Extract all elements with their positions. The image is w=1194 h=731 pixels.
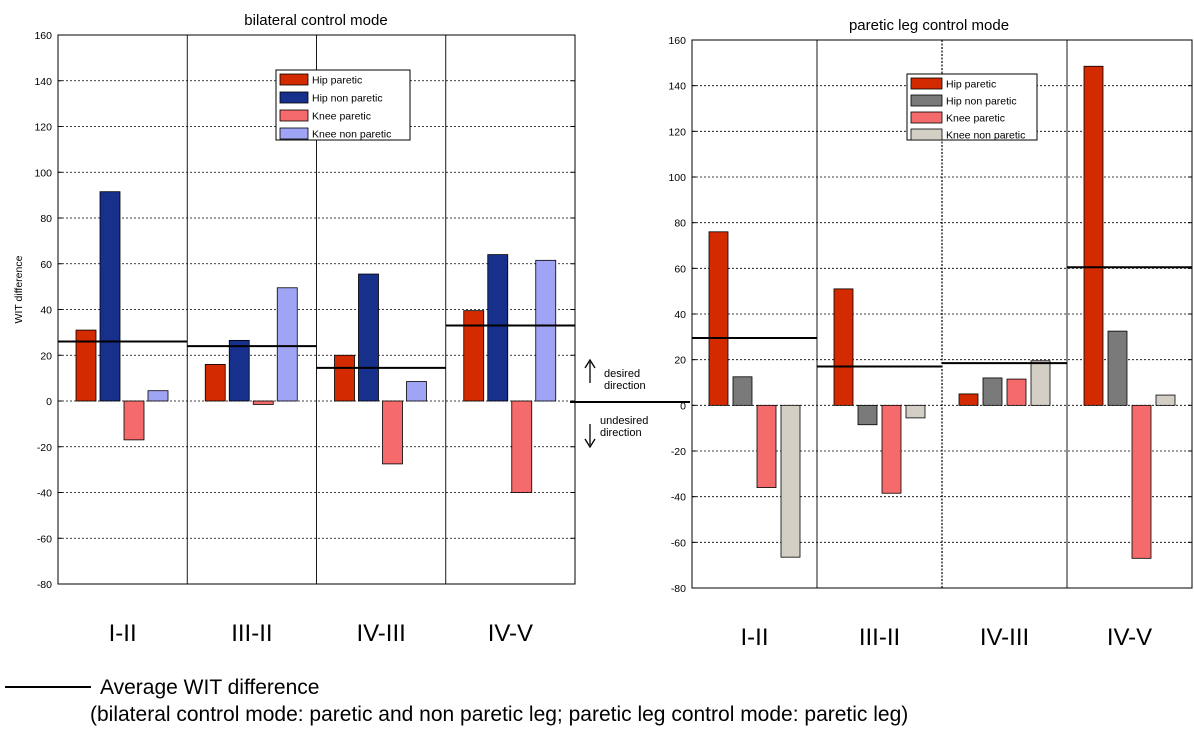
- chart1-bar-hip-paretic: [334, 354, 355, 402]
- chart2-bar-knee-paretic: [1131, 404, 1152, 559]
- chart2-category-label: I-II: [741, 624, 769, 651]
- chart2-y-tick-label: -60: [671, 537, 686, 549]
- chart2-bar-knee-paretic: [881, 404, 902, 494]
- chart2-legend-label: Hip non paretic: [946, 96, 1017, 108]
- chart1-y-tick-label: 0: [46, 396, 52, 408]
- chart2-y-tick-label: 100: [668, 172, 686, 184]
- caption-average-label: Average WIT difference: [100, 676, 320, 699]
- chart2-bar-knee-non-paretic: [1155, 394, 1176, 406]
- chart1-bar-knee-paretic: [123, 400, 145, 441]
- chart2-bar-knee-non-paretic: [1030, 360, 1051, 406]
- chart2-bar-hip-non-paretic: [982, 377, 1003, 406]
- undesired-direction-label: direction: [600, 427, 642, 439]
- undesired-direction-label: undesired: [600, 415, 648, 427]
- chart2-title: paretic leg control mode: [849, 17, 1009, 34]
- chart2-legend-label: Hip paretic: [946, 79, 996, 91]
- chart2-legend-swatch: [910, 94, 943, 107]
- chart1-legend-label: Hip non paretic: [312, 93, 383, 105]
- chart1-legend-label: Hip paretic: [312, 75, 362, 87]
- chart2-y-tick-label: 160: [668, 35, 686, 47]
- chart2-legend-label: Knee non paretic: [946, 130, 1025, 142]
- chart1-bar-hip-paretic: [204, 363, 226, 402]
- desired-direction-label: direction: [604, 380, 646, 392]
- chart1-category-label: III-II: [231, 620, 272, 647]
- chart1-bar-hip-non-paretic: [99, 191, 121, 402]
- chart1-category-label: IV-V: [488, 620, 533, 647]
- chart2-bar-knee-paretic: [1006, 378, 1027, 406]
- chart1-y-tick-label: 120: [34, 122, 52, 134]
- chart1-axes-frame: [57, 34, 576, 585]
- chart1-category-label: I-II: [109, 620, 137, 647]
- chart2-y-tick-label: -40: [671, 492, 686, 504]
- chart2-bar-hip-non-paretic: [1107, 330, 1128, 406]
- chart2-y-tick-label: -80: [671, 583, 686, 595]
- chart2-y-tick-label: -20: [671, 446, 686, 458]
- chart1-bar-knee-non-paretic: [147, 390, 169, 402]
- chart2-y-tick-label: 80: [674, 218, 686, 230]
- desired-direction-label: desired: [604, 368, 640, 380]
- chart1-bar-hip-non-paretic: [358, 273, 379, 402]
- chart2-y-tick-label: 20: [674, 355, 686, 367]
- chart2-bar-hip-paretic: [1083, 65, 1104, 406]
- chart2-legend-swatch: [910, 111, 943, 124]
- chart1-y-tick-label: 100: [34, 167, 52, 179]
- chart2-category-label: IV-V: [1107, 624, 1152, 651]
- chart1-bar-knee-non-paretic: [276, 287, 298, 402]
- chart1-y-tick-label: -60: [37, 533, 52, 545]
- chart1-category-label: IV-III: [356, 620, 405, 647]
- chart1-legend-label: Knee non paretic: [312, 129, 391, 141]
- chart2-bar-hip-paretic: [958, 393, 979, 406]
- chart1-y-tick-label: 40: [40, 305, 52, 317]
- chart1-y-tick-label: 20: [40, 350, 52, 362]
- chart2-y-tick-label: 0: [680, 400, 686, 412]
- average-line-legend-swatch: [5, 686, 91, 688]
- chart1-y-tick-label: -40: [37, 488, 52, 500]
- chart1-y-tick-label: -80: [37, 579, 52, 591]
- chart1-title: bilateral control mode: [244, 12, 387, 29]
- chart1-legend-swatch: [279, 127, 309, 140]
- chart1-y-axis-label: WIT difference: [13, 255, 25, 323]
- chart1-legend-label: Knee paretic: [312, 111, 371, 123]
- desired-arrowhead: [584, 358, 596, 369]
- chart2-bar-knee-non-paretic: [780, 404, 801, 558]
- chart2-y-tick-label: 120: [668, 126, 686, 138]
- chart2-y-tick-label: 60: [674, 263, 686, 275]
- chart2-y-tick-label: 40: [674, 309, 686, 321]
- undesired-arrowhead: [584, 438, 596, 449]
- chart1-legend-swatch: [279, 73, 309, 86]
- chart2-legend-swatch: [910, 128, 943, 141]
- chart1-legend-swatch: [279, 91, 309, 104]
- chart2-bar-hip-paretic: [833, 288, 854, 406]
- chart2-axes-frame: [691, 39, 1193, 589]
- chart1-bar-knee-non-paretic: [535, 259, 557, 402]
- chart1-y-tick-label: -20: [37, 442, 52, 454]
- chart2-legend-swatch: [910, 77, 943, 90]
- caption-explanation: (bilateral control mode: paretic and non…: [90, 703, 909, 726]
- chart1-bar-knee-paretic: [252, 400, 274, 405]
- chart2-legend-label: Knee paretic: [946, 113, 1005, 125]
- chart1-y-tick-label: 80: [40, 213, 52, 225]
- chart2-y-tick-label: 140: [668, 81, 686, 93]
- chart2-bar-hip-non-paretic: [732, 376, 753, 406]
- chart1-y-tick-label: 60: [40, 259, 52, 271]
- chart1-y-tick-label: 140: [34, 76, 52, 88]
- chart1-bar-knee-paretic: [382, 400, 403, 465]
- chart2-category-label: III-II: [859, 624, 900, 651]
- chart2-category-label: IV-III: [980, 624, 1029, 651]
- chart2-bar-hip-paretic: [708, 231, 729, 406]
- chart1-y-tick-label: 160: [34, 30, 52, 42]
- chart2-bar-hip-non-paretic: [857, 404, 878, 426]
- chart1-bar-hip-paretic: [75, 329, 97, 402]
- chart2-bar-knee-paretic: [756, 404, 777, 488]
- chart2-bar-knee-non-paretic: [905, 404, 926, 419]
- chart1-bar-hip-paretic: [463, 310, 485, 402]
- chart1-legend-swatch: [279, 109, 309, 122]
- chart1-bar-knee-non-paretic: [406, 381, 427, 402]
- chart1-bar-hip-non-paretic: [228, 339, 250, 402]
- chart1-bar-knee-paretic: [511, 400, 533, 493]
- chart1-bar-hip-non-paretic: [487, 254, 509, 402]
